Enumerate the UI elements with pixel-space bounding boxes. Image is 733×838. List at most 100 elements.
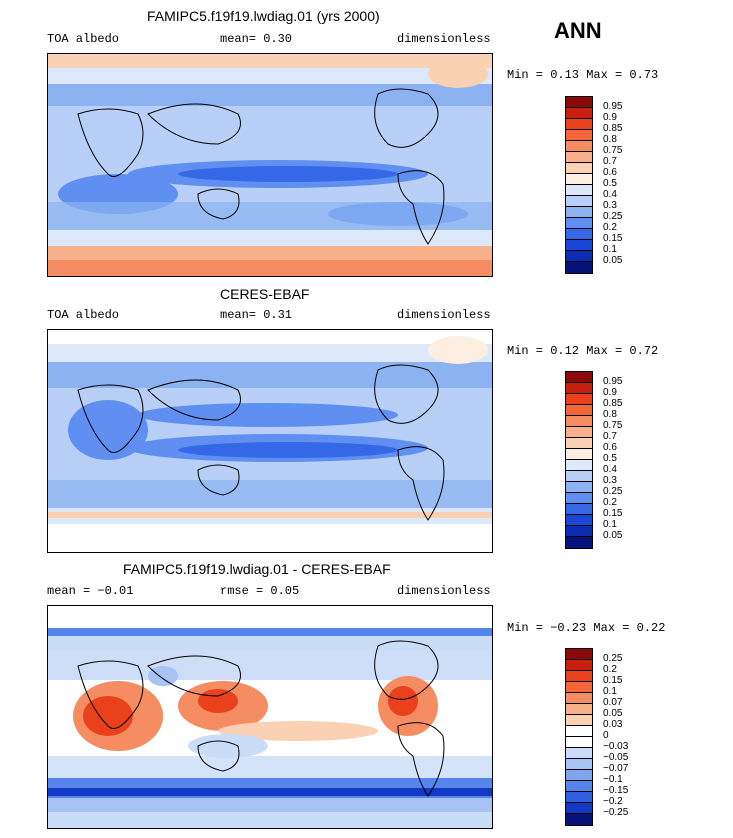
colorbar-swatch <box>566 427 592 438</box>
colorbar-tick-label: 0.4 <box>603 189 617 200</box>
colorbar-swatch <box>566 372 592 383</box>
colorbar-swatch <box>566 704 592 715</box>
colorbar-swatch <box>566 196 592 207</box>
colorbar-swatch <box>566 671 592 682</box>
colorbar-tick-label: 0.3 <box>603 200 617 211</box>
colorbar-tick-label: −0.05 <box>603 752 629 763</box>
colorbar-tick-label: 0.9 <box>603 112 617 123</box>
colorbar-tick-label: 0.15 <box>603 508 623 519</box>
colorbar-tick-label: −0.2 <box>603 796 623 807</box>
colorbar-swatch <box>566 660 592 671</box>
colorbar-tick-label: 0.15 <box>603 675 623 686</box>
colorbar-tick-label: 0.75 <box>603 145 623 156</box>
colorbar-tick-label: 0.95 <box>603 376 623 387</box>
panel-2-left-label: TOA albedo <box>47 308 120 322</box>
colorbar-swatch <box>566 737 592 748</box>
colorbar-tick-label: 0.8 <box>603 409 617 420</box>
colorbar-tick-label: −0.1 <box>603 774 623 785</box>
colorbar-swatch <box>566 405 592 416</box>
colorbar-tick-label: 0.2 <box>603 222 617 233</box>
panel-2-units-label: dimensionless <box>397 308 491 322</box>
colorbar-tick-label: 0.6 <box>603 442 617 453</box>
colorbar-swatch <box>566 416 592 427</box>
panel-2-title: CERES-EBAF <box>220 286 310 302</box>
colorbar-tick-label: −0.03 <box>603 741 629 752</box>
colorbar-swatch <box>566 262 592 273</box>
colorbar-tick-label: 0.03 <box>603 719 623 730</box>
colorbar-swatch <box>566 526 592 537</box>
colorbar-tick-label: −0.07 <box>603 763 629 774</box>
colorbar-swatch <box>566 229 592 240</box>
colorbar-tick-label: 0.15 <box>603 233 623 244</box>
colorbar-tick-label: −0.15 <box>603 785 629 796</box>
colorbar-swatch <box>566 792 592 803</box>
colorbar-tick-label: 0.25 <box>603 211 623 222</box>
colorbar-swatch <box>566 141 592 152</box>
colorbar-tick-label: 0.1 <box>603 686 617 697</box>
colorbar-tick-label: 0.85 <box>603 123 623 134</box>
colorbar-swatch <box>566 240 592 251</box>
panel-1-left-label: TOA albedo <box>47 32 120 46</box>
colorbar-tick-label: 0.5 <box>603 178 617 189</box>
colorbar-swatch <box>566 119 592 130</box>
colorbar-swatch <box>566 649 592 660</box>
colorbar-swatch <box>566 471 592 482</box>
panel-1-units-label: dimensionless <box>397 32 491 46</box>
colorbar-swatch <box>566 715 592 726</box>
colorbar-swatch <box>566 493 592 504</box>
colorbar-tick-label: 0.05 <box>603 530 623 541</box>
colorbar-tick-label: 0.7 <box>603 156 617 167</box>
colorbar-tick-label: 0.6 <box>603 167 617 178</box>
panel-1-title: FAMIPC5.f19f19.lwdiag.01 (yrs 2000) <box>147 8 380 24</box>
colorbar-swatch <box>566 163 592 174</box>
panel-1-mean-label: mean= 0.30 <box>220 32 293 46</box>
colorbar-tick-label: 0.07 <box>603 697 623 708</box>
colorbar-tick-label: 0.25 <box>603 653 623 664</box>
panel-3-title: FAMIPC5.f19f19.lwdiag.01 - CERES-EBAF <box>123 561 391 577</box>
colorbar-tick-label: 0.95 <box>603 101 623 112</box>
colorbar-swatch <box>566 537 592 548</box>
colorbar-swatch <box>566 185 592 196</box>
colorbar-tick-label: 0.2 <box>603 664 617 675</box>
panel-3-min-max: Min = −0.23 Max = 0.22 <box>507 621 666 635</box>
colorbar-tick-label: 0.25 <box>603 486 623 497</box>
colorbar-swatch <box>566 108 592 119</box>
colorbar-swatch <box>566 814 592 825</box>
colorbar-swatch <box>566 781 592 792</box>
colorbar-tick-label: 0.85 <box>603 398 623 409</box>
colorbar-tick-label: 0.1 <box>603 244 617 255</box>
panel-2-min-max: Min = 0.12 Max = 0.72 <box>507 344 659 358</box>
colorbar-swatch <box>566 251 592 262</box>
colorbar-swatch <box>566 218 592 229</box>
colorbar-tick-label: 0.1 <box>603 519 617 530</box>
colorbar-tick-label: 0.4 <box>603 464 617 475</box>
panel-2-map <box>47 329 493 553</box>
panel-2-map-field <box>48 330 492 552</box>
colorbar-tick-label: 0.5 <box>603 453 617 464</box>
panel-3-colorbar-swatches <box>565 648 593 826</box>
colorbar-tick-label: −0.25 <box>603 807 629 818</box>
panel-3-rmse-label: rmse = 0.05 <box>220 584 300 598</box>
colorbar-swatch <box>566 682 592 693</box>
panel-1-map-field <box>48 54 492 276</box>
colorbar-swatch <box>566 515 592 526</box>
colorbar-swatch <box>566 207 592 218</box>
panel-3-mean-label: mean = −0.01 <box>47 584 134 598</box>
colorbar-swatch <box>566 97 592 108</box>
colorbar-swatch <box>566 174 592 185</box>
colorbar-tick-label: 0.9 <box>603 387 617 398</box>
panel-3-map <box>47 605 493 829</box>
colorbar-swatch <box>566 394 592 405</box>
colorbar-tick-label: 0.7 <box>603 431 617 442</box>
colorbar-tick-label: 0.2 <box>603 497 617 508</box>
colorbar-swatch <box>566 449 592 460</box>
colorbar-swatch <box>566 770 592 781</box>
panel-2-mean-label: mean= 0.31 <box>220 308 293 322</box>
colorbar-tick-label: 0.3 <box>603 475 617 486</box>
colorbar-swatch <box>566 482 592 493</box>
colorbar-swatch <box>566 130 592 141</box>
panel-1-map <box>47 53 493 277</box>
colorbar-swatch <box>566 504 592 515</box>
colorbar-swatch <box>566 383 592 394</box>
season-label: ANN <box>554 18 602 43</box>
